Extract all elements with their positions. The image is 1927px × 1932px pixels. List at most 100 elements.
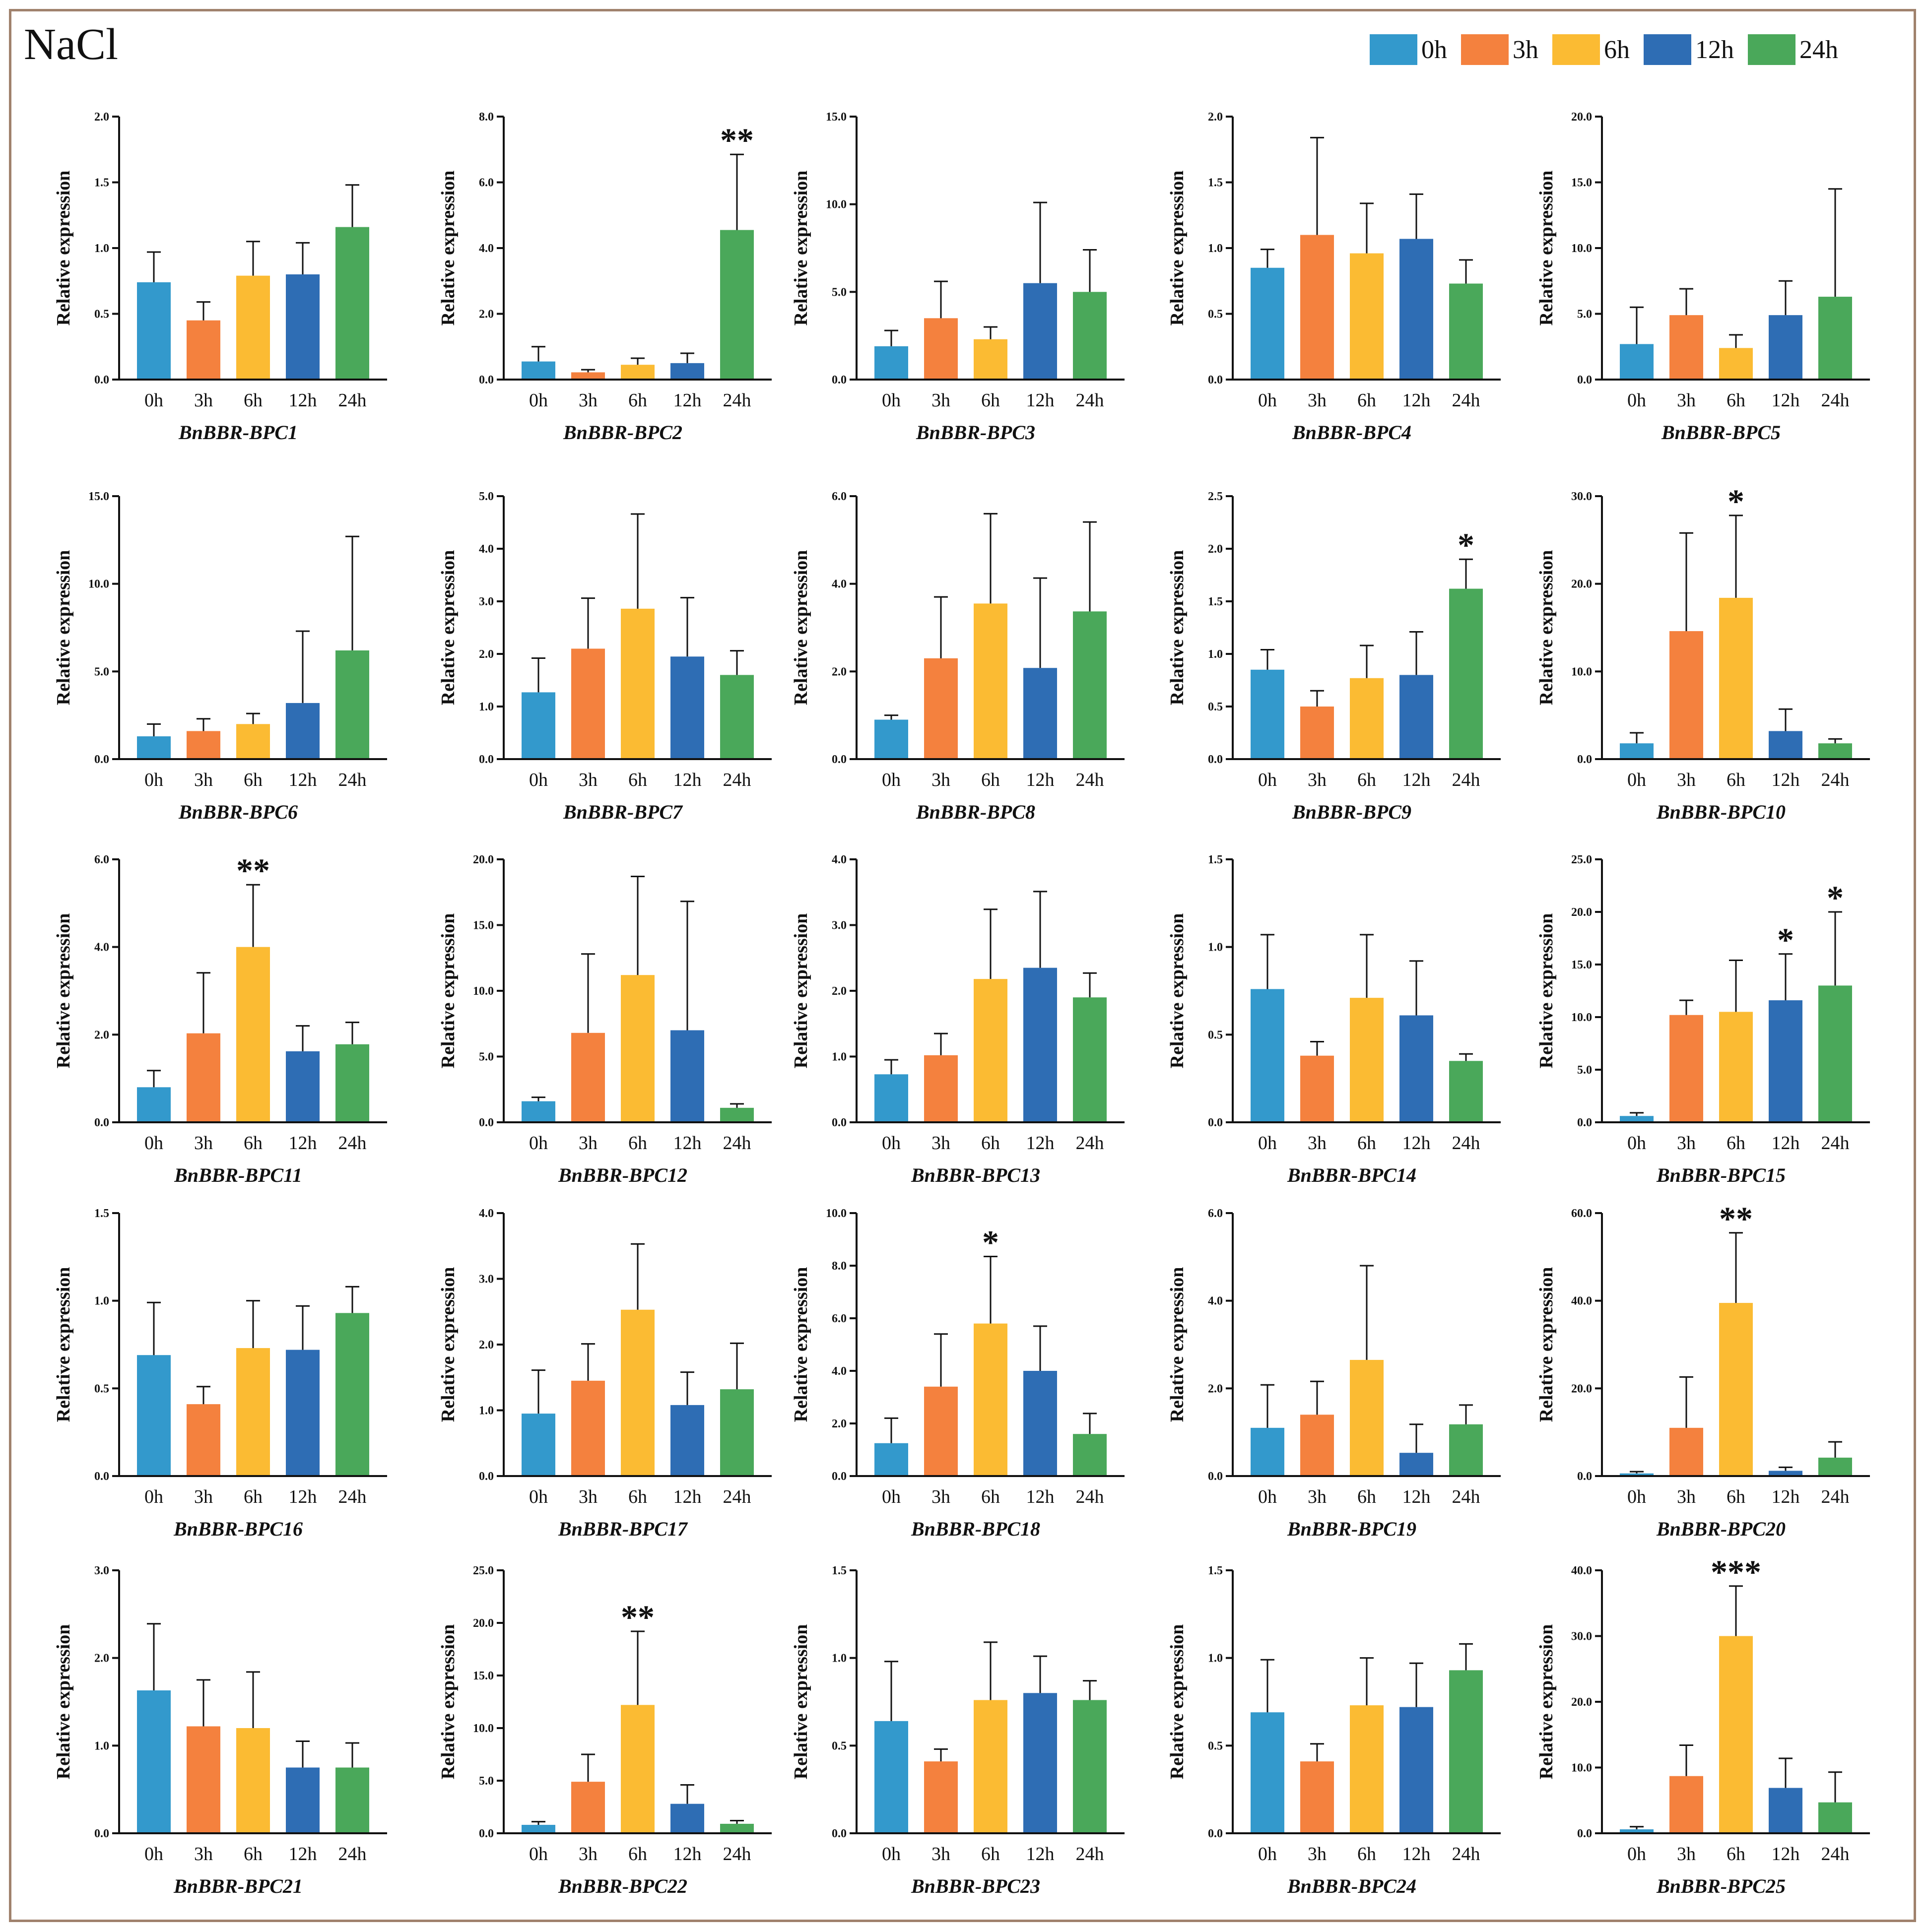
bar [1818,297,1852,380]
y-tick-label: 1.5 [1208,1564,1223,1577]
x-tick-label: 3h [579,1486,598,1507]
y-tick-label: 3.0 [94,1564,109,1577]
bar [1769,1471,1802,1476]
bar [335,227,369,380]
bar [137,1690,171,1833]
y-tick-label: 20.0 [473,1617,494,1630]
chart-22: 0.0 5.0 10.0 15.0 20.0 25.0 0h 3h ** 6h 12h 24h Rela… [438,1564,772,1897]
legend-item-24h: 24h [1748,34,1838,65]
bar [1719,1636,1753,1833]
x-tick-label: 0h [144,1844,163,1865]
y-tick-label: 0.0 [1208,753,1223,766]
bar [1620,344,1654,380]
y-tick-label: 0.0 [1577,1116,1592,1129]
bar [1620,1829,1654,1833]
x-tick-label: 24h [338,770,367,790]
y-tick-label: 5.0 [94,665,109,678]
legend-item-0h: 0h [1370,34,1447,65]
x-tick-label: 3h [1308,770,1327,790]
x-tick-label: 3h [1677,1133,1696,1154]
y-tick-label: 6.0 [94,853,109,866]
significance-mark: ** [236,851,270,889]
x-tick-label: 6h [244,1486,263,1507]
bar [720,675,754,759]
x-tick-label: 12h [289,770,317,790]
bar [1073,1700,1107,1833]
y-tick-label: 0.0 [94,753,109,766]
y-tick-label: 0.0 [1577,374,1592,386]
bar [924,318,958,380]
y-tick-label: 25.0 [473,1564,494,1577]
bar [1449,1670,1483,1833]
bar [571,1032,605,1122]
y-tick-label: 2.0 [94,1029,109,1041]
chart-14: 0.0 0.5 1.0 1.5 0h 3h 6h 12h 24h Relative express… [1167,853,1501,1186]
x-tick-label: 3h [194,770,213,790]
y-tick-label: 3.0 [479,595,494,608]
bar [1669,631,1703,759]
chart-18: 0.0 2.0 4.0 6.0 8.0 10.0 0h 3h * 6h 12h 24h Relative… [791,1207,1125,1540]
y-tick-label: 0.0 [832,374,847,386]
y-tick-label: 15.0 [473,1670,494,1682]
y-axis-label: Relative expression [1167,913,1188,1069]
x-tick-label: 12h [673,1844,702,1865]
y-tick-label: 15.0 [1571,959,1592,971]
y-tick-label: 15.0 [88,490,109,503]
y-tick-label: 0.0 [832,753,847,766]
gene-title: BnBBR-BPC2 [563,421,682,444]
y-axis-label: Relative expression [791,913,811,1069]
y-tick-label: 0.5 [1208,308,1223,321]
x-tick-label: 24h [338,390,367,411]
bar [286,1350,320,1476]
x-tick-label: 3h [1308,390,1327,411]
significance-mark: ** [720,121,754,159]
x-tick-label: 6h [981,1844,1000,1865]
bar [335,1044,369,1122]
y-tick-label: 10.0 [1571,1762,1592,1775]
bar [670,363,704,380]
x-tick-label: 3h [1677,1486,1696,1507]
bar [187,1404,220,1476]
x-tick-label: 12h [289,1844,317,1865]
y-tick-label: 4.0 [479,543,494,556]
bar [522,361,555,380]
x-tick-label: 0h [1627,1844,1646,1865]
bar [670,1030,704,1122]
bar [1449,1424,1483,1476]
x-tick-label: 3h [194,390,213,411]
legend-swatch-24h [1748,34,1795,65]
chart-12: 0.0 5.0 10.0 15.0 20.0 0h 3h 6h 12h 24h Relative e… [438,853,772,1186]
y-tick-label: 0.0 [479,1827,494,1840]
x-tick-label: 24h [338,1133,367,1154]
x-tick-label: 12h [289,1133,317,1154]
bar [1073,997,1107,1122]
bar [335,1313,369,1476]
bar [1300,1415,1334,1476]
y-tick-label: 0.0 [1577,1827,1592,1840]
bar [1300,1055,1334,1122]
gene-title: BnBBR-BPC24 [1287,1875,1416,1897]
bar [1818,985,1852,1122]
x-tick-label: 3h [194,1844,213,1865]
chart-23: 0.0 0.5 1.0 1.5 0h 3h 6h 12h 24h Relative express… [791,1564,1125,1897]
y-tick-label: 0.5 [1208,701,1223,713]
x-tick-label: 6h [1357,770,1376,790]
bar [137,736,171,759]
chart-24: 0.0 0.5 1.0 1.5 0h 3h 6h 12h 24h Relative express… [1167,1564,1501,1897]
x-tick-label: 0h [882,1133,901,1154]
gene-title: BnBBR-BPC11 [174,1164,302,1186]
bar [670,1405,704,1476]
bar [137,1087,171,1122]
x-tick-label: 3h [931,1844,950,1865]
bar [571,1782,605,1833]
x-tick-label: 6h [628,770,647,790]
x-tick-label: 6h [1727,1486,1745,1507]
bar [1818,1802,1852,1833]
x-tick-label: 0h [1627,1486,1646,1507]
y-tick-label: 1.0 [94,1739,109,1752]
x-tick-label: 6h [1357,390,1376,411]
x-tick-label: 24h [1821,1486,1850,1507]
x-tick-label: 12h [673,1486,702,1507]
x-tick-label: 6h [981,770,1000,790]
bar [1620,743,1654,759]
